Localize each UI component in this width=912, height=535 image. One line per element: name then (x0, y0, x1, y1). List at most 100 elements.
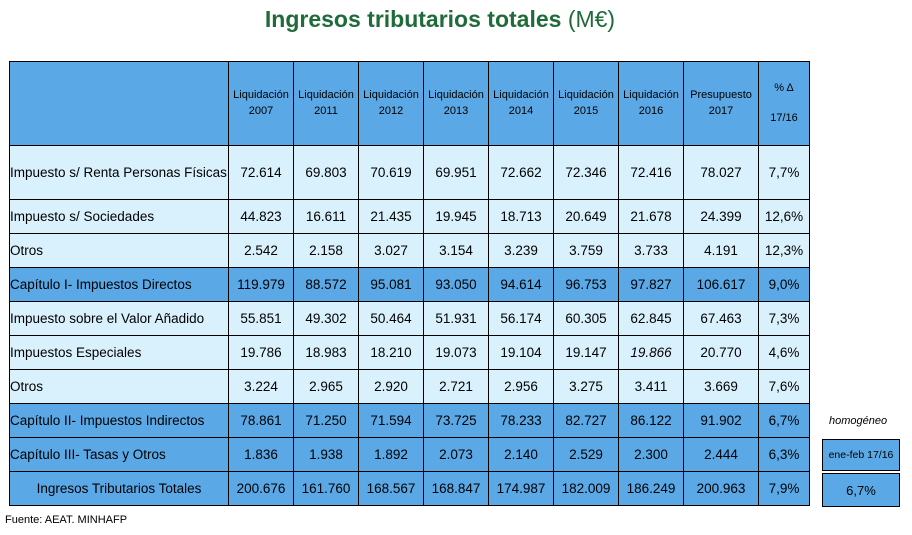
title-unit: (M€) (567, 6, 616, 32)
cell-value: 51.931 (423, 300, 489, 336)
source-note: Fuente: AEAT. MINHAFP (5, 514, 128, 526)
cell-pct: 7,3% (758, 300, 810, 336)
table-row: Impuestos Especiales 19.786 18.983 18.21… (9, 334, 810, 370)
table-row-subtotal: Capítulo II- Impuestos Indirectos 78.861… (9, 402, 810, 438)
row-label: Otros (9, 233, 229, 268)
cell-value: 1.938 (293, 436, 359, 472)
table-row: Impuesto s/ Renta Personas Físicas 72.61… (9, 145, 810, 201)
cell-value: 86.122 (618, 402, 684, 438)
cell-value: 44.823 (228, 199, 294, 235)
cell-value: 2.920 (358, 368, 424, 404)
cell-value: 55.851 (228, 300, 294, 336)
cell-pct: 7,9% (758, 470, 810, 507)
cell-value: 186.249 (618, 470, 684, 507)
col-header-2007: Liquidación 2007 (228, 60, 294, 147)
cell-value: 71.594 (358, 402, 424, 438)
cell-value: 3.411 (618, 368, 684, 404)
cell-value: 20.649 (553, 199, 619, 235)
cell-value: 174.987 (488, 470, 554, 507)
row-label: Impuesto s/ Sociedades (9, 199, 229, 235)
col-header-2013: Liquidación 2013 (423, 60, 489, 147)
side-period-header: ene-feb 17/16 (822, 439, 900, 471)
cell-value: 16.611 (293, 199, 359, 235)
col-header-2011: Liquidación 2011 (293, 60, 359, 147)
col-header-2017: Presupuesto 2017 (683, 60, 759, 147)
row-label: Impuesto s/ Renta Personas Físicas (9, 145, 229, 201)
header-row: Liquidación 2007 Liquidación 2011 Liquidac… (9, 60, 810, 147)
cell-value: 95.081 (358, 267, 424, 302)
cell-value: 2.444 (683, 436, 759, 472)
tax-revenue-table: Liquidación 2007 Liquidación 2011 Liquidac… (9, 60, 810, 507)
table-row: Otros 3.224 2.965 2.920 2.721 2.956 3.27… (9, 368, 810, 404)
cell-value: 19.104 (488, 334, 554, 370)
cell-value: 96.753 (553, 267, 619, 302)
cell-value: 1.836 (228, 436, 294, 472)
col-header-2015: Liquidación 2015 (553, 60, 619, 147)
col-header-2016: Liquidación 2016 (618, 60, 684, 147)
cell-value: 2.542 (228, 233, 294, 268)
cell-value: 18.713 (488, 199, 554, 235)
homogeneous-label: homogéneo (829, 415, 888, 427)
table-row-total: Ingresos Tributarios Totales 200.676 161… (9, 470, 810, 507)
cell-value: 1.892 (358, 436, 424, 472)
cell-value: 88.572 (293, 267, 359, 302)
cell-value: 94.614 (488, 267, 554, 302)
cell-value: 71.250 (293, 402, 359, 438)
cell-value: 168.567 (358, 470, 424, 507)
row-label: Ingresos Tributarios Totales (9, 470, 229, 507)
cell-value: 78.233 (488, 402, 554, 438)
cell-pct: 9,0% (758, 267, 810, 302)
cell-value: 91.902 (683, 402, 759, 438)
cell-pct: 12,6% (758, 199, 810, 235)
cell-value: 18.983 (293, 334, 359, 370)
cell-value: 21.678 (618, 199, 684, 235)
row-label: Capítulo III- Tasas y Otros (9, 436, 229, 472)
row-label: Capítulo II- Impuestos Indirectos (9, 402, 229, 438)
cell-value: 72.614 (228, 145, 294, 201)
col-header-pct: % Δ 17/16 (758, 60, 810, 147)
cell-value: 200.676 (228, 470, 294, 507)
cell-value: 72.662 (488, 145, 554, 201)
side-homogeneous-value: 6,7% (822, 473, 900, 507)
cell-pct: 6,7% (758, 402, 810, 438)
row-label: Capítulo I- Impuestos Directos (9, 267, 229, 302)
cell-value: 82.727 (553, 402, 619, 438)
cell-value: 3.759 (553, 233, 619, 268)
cell-value: 67.463 (683, 300, 759, 336)
cell-value: 93.050 (423, 267, 489, 302)
cell-value: 72.346 (553, 145, 619, 201)
cell-value: 69.803 (293, 145, 359, 201)
cell-value: 78.027 (683, 145, 759, 201)
cell-pct: 7,6% (758, 368, 810, 404)
table-row-subtotal: Capítulo III- Tasas y Otros 1.836 1.938 … (9, 436, 810, 472)
cell-value: 78.861 (228, 402, 294, 438)
cell-value: 3.733 (618, 233, 684, 268)
cell-value: 4.191 (683, 233, 759, 268)
cell-value: 21.435 (358, 199, 424, 235)
cell-value: 19.147 (553, 334, 619, 370)
cell-pct: 6,3% (758, 436, 810, 472)
col-header-2014: Liquidación 2014 (488, 60, 554, 147)
cell-value: 3.275 (553, 368, 619, 404)
cell-pct: 7,7% (758, 145, 810, 201)
cell-value: 20.770 (683, 334, 759, 370)
cell-value: 119.979 (228, 267, 294, 302)
cell-value: 73.725 (423, 402, 489, 438)
cell-value: 182.009 (553, 470, 619, 507)
cell-value: 3.239 (488, 233, 554, 268)
cell-value: 2.956 (488, 368, 554, 404)
cell-value: 97.827 (618, 267, 684, 302)
row-label: Otros (9, 368, 229, 404)
cell-value: 106.617 (683, 267, 759, 302)
cell-value: 19.945 (423, 199, 489, 235)
cell-value: 168.847 (423, 470, 489, 507)
table-row: Impuesto sobre el Valor Añadido 55.851 4… (9, 300, 810, 336)
cell-value: 2.158 (293, 233, 359, 268)
cell-value: 2.073 (423, 436, 489, 472)
cell-value: 2.721 (423, 368, 489, 404)
row-label: Impuesto sobre el Valor Añadido (9, 300, 229, 336)
cell-value: 161.760 (293, 470, 359, 507)
cell-value: 50.464 (358, 300, 424, 336)
cell-value: 19.073 (423, 334, 489, 370)
cell-value: 69.951 (423, 145, 489, 201)
